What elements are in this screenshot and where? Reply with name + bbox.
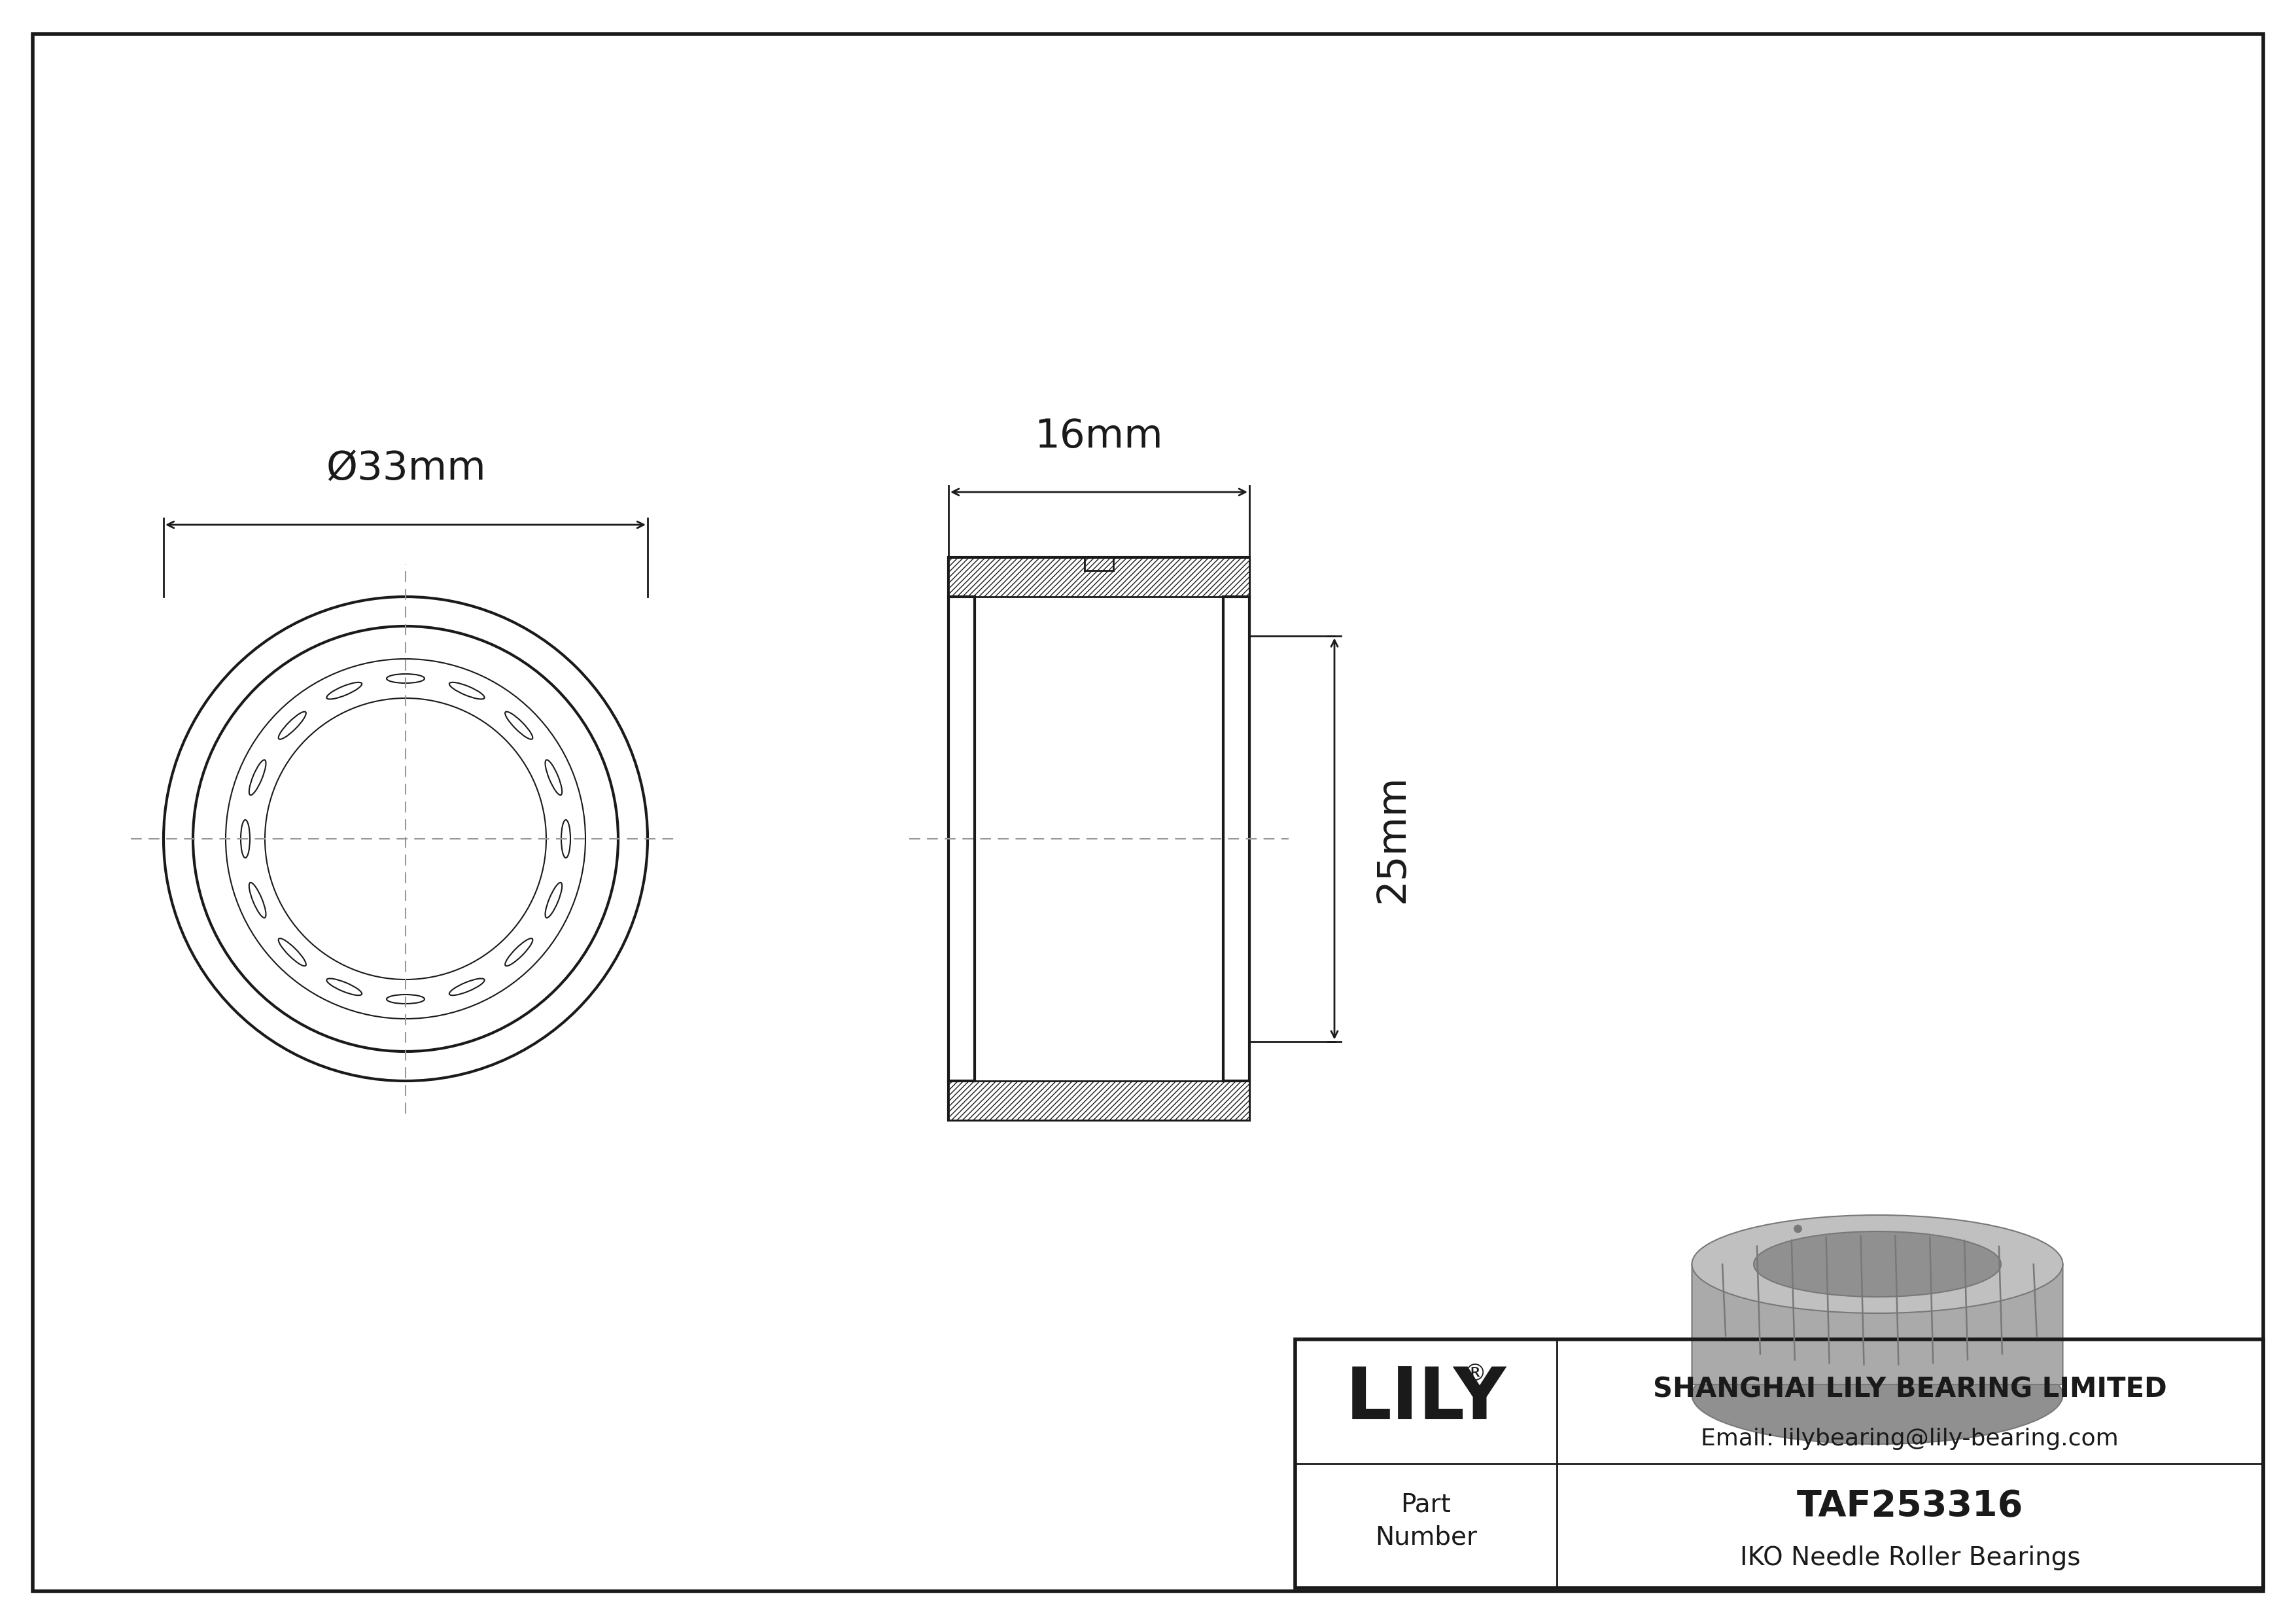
Text: Part
Number: Part Number: [1375, 1492, 1476, 1549]
Ellipse shape: [1692, 1346, 2062, 1444]
Text: 25mm: 25mm: [1373, 775, 1412, 903]
Bar: [948, 1082, 1249, 1121]
Text: Ø33mm: Ø33mm: [326, 450, 487, 489]
Text: Email: lilybearing@lily-bearing.com: Email: lilybearing@lily-bearing.com: [1701, 1427, 2119, 1450]
Text: IKO Needle Roller Bearings: IKO Needle Roller Bearings: [1740, 1546, 2080, 1570]
Text: TAF253316: TAF253316: [1798, 1488, 2023, 1523]
Text: SHANGHAI LILY BEARING LIMITED: SHANGHAI LILY BEARING LIMITED: [1653, 1376, 2167, 1403]
Circle shape: [1793, 1224, 1802, 1233]
Ellipse shape: [1692, 1215, 2062, 1314]
Bar: [948, 557, 1249, 1121]
Bar: [1295, 1340, 2264, 1588]
Text: LILY: LILY: [1345, 1364, 1506, 1434]
Bar: [948, 557, 1249, 596]
Text: 16mm: 16mm: [1035, 417, 1164, 456]
Text: ®: ®: [1463, 1363, 1488, 1385]
Polygon shape: [1692, 1244, 2062, 1385]
Ellipse shape: [1754, 1231, 2002, 1298]
